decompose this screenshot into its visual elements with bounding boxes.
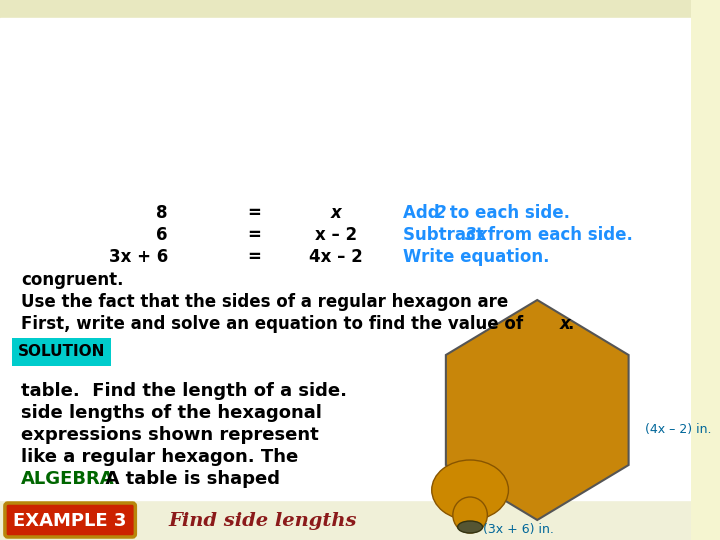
Text: 2: 2 (435, 204, 446, 222)
Text: (4x – 2) in.: (4x – 2) in. (644, 423, 711, 436)
Bar (0, 220, 690, 230)
Text: expressions shown represent: expressions shown represent (21, 426, 319, 444)
Circle shape (453, 497, 487, 533)
Bar (0, 200, 690, 210)
Bar (0, 140, 690, 150)
Text: Add: Add (403, 204, 446, 222)
Text: 6: 6 (156, 226, 168, 244)
Bar (0, 80, 690, 90)
Bar (0, 480, 690, 490)
Bar (0, 0, 690, 10)
Bar (0, 120, 690, 130)
Text: table.  Find the length of a side.: table. Find the length of a side. (21, 382, 347, 400)
Polygon shape (446, 300, 629, 520)
Text: 8: 8 (156, 204, 168, 222)
Text: ALGEBRA: ALGEBRA (21, 470, 114, 488)
Text: 3x + 6: 3x + 6 (109, 248, 168, 266)
Bar (0, 260, 690, 270)
Bar (0, 360, 690, 370)
Bar (0, 500, 690, 510)
Bar (0, 240, 690, 250)
Text: like a regular hexagon. The: like a regular hexagon. The (21, 448, 299, 466)
Text: side lengths of the hexagonal: side lengths of the hexagonal (21, 404, 322, 422)
Bar (0, 520, 690, 530)
Ellipse shape (458, 521, 482, 533)
Ellipse shape (432, 460, 508, 520)
Text: =: = (248, 248, 261, 266)
Text: 4x – 2: 4x – 2 (309, 248, 363, 266)
Bar (0, 440, 690, 450)
Text: 3x: 3x (465, 226, 487, 244)
Bar (0, 160, 690, 170)
Bar (0, 20, 690, 30)
Bar (0, 500, 690, 540)
Text: Write equation.: Write equation. (403, 248, 549, 266)
Text: Subtract: Subtract (403, 226, 490, 244)
Bar (0, 18, 690, 500)
Bar (0, 400, 690, 410)
Text: x: x (559, 315, 570, 333)
Bar (0, 320, 690, 330)
Bar (0, 340, 690, 350)
Text: =: = (248, 204, 261, 222)
Bar (0, 40, 690, 50)
Text: to each side.: to each side. (444, 204, 570, 222)
Text: (3x + 6) in.: (3x + 6) in. (482, 523, 554, 537)
Bar (0, 280, 690, 290)
Text: .: . (567, 315, 573, 333)
Bar (0, 60, 690, 70)
Text: congruent.: congruent. (21, 271, 124, 289)
FancyBboxPatch shape (12, 338, 112, 366)
Bar (0, 460, 690, 470)
Bar (0, 100, 690, 110)
Bar (0, 180, 690, 190)
Text: from each side.: from each side. (482, 226, 632, 244)
Text: x: x (330, 204, 341, 222)
Text: Use the fact that the sides of a regular hexagon are: Use the fact that the sides of a regular… (21, 293, 508, 311)
Bar (0, 0, 690, 18)
Text: SOLUTION: SOLUTION (18, 345, 105, 360)
Text: EXAMPLE 3: EXAMPLE 3 (14, 512, 127, 530)
FancyBboxPatch shape (5, 503, 135, 537)
Text: First, write and solve an equation to find the value of: First, write and solve an equation to fi… (21, 315, 523, 333)
Bar (0, 380, 690, 390)
Bar (0, 420, 690, 430)
Text: Find side lengths: Find side lengths (168, 512, 356, 530)
Bar (0, 300, 690, 310)
Text: =: = (248, 226, 261, 244)
Text: A table is shaped: A table is shaped (93, 470, 280, 488)
Text: x – 2: x – 2 (315, 226, 357, 244)
